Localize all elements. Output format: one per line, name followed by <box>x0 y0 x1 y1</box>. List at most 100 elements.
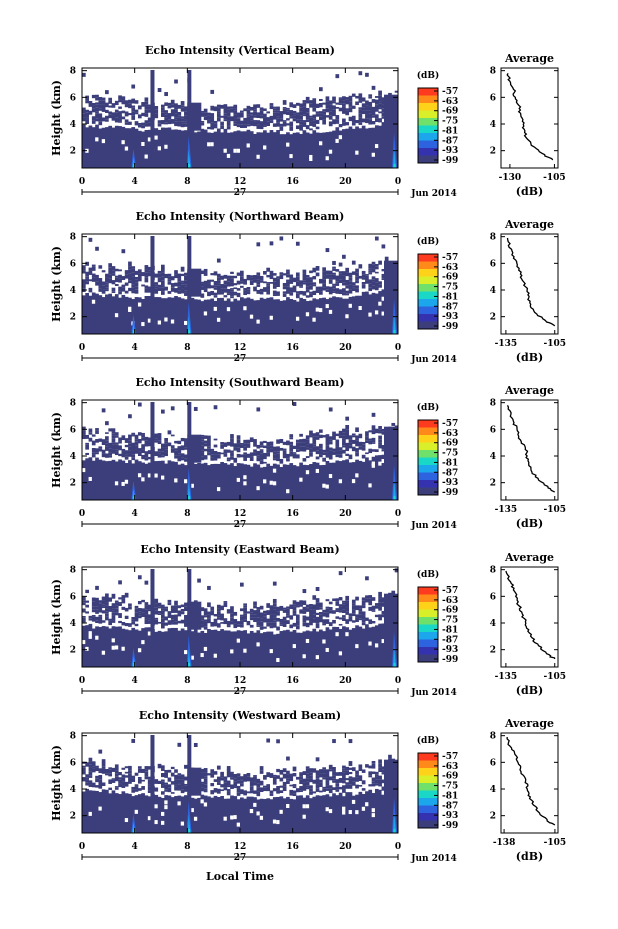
x-tick-label: 8 <box>184 343 190 353</box>
y-tick-label: 2 <box>70 646 76 656</box>
echo-cell <box>174 117 178 120</box>
echo-column <box>266 631 271 667</box>
echo-gap <box>256 811 261 816</box>
echo-cell <box>157 441 162 445</box>
colorbar-unit: (dB) <box>417 402 439 413</box>
echo-cell <box>305 770 310 774</box>
echo-cell <box>276 122 280 127</box>
echo-cell <box>207 611 211 615</box>
echo-cell <box>328 447 333 451</box>
profile-frame <box>500 732 559 834</box>
echo-cell <box>121 621 126 626</box>
echo-cell <box>312 107 317 112</box>
echo-column <box>154 631 159 667</box>
echo-cell <box>312 282 317 285</box>
echo-cell <box>220 115 224 118</box>
echo-cell <box>98 448 103 452</box>
echo-cell <box>95 452 99 455</box>
echo-cell <box>259 441 264 446</box>
echo-column <box>282 464 287 500</box>
echo-cell <box>371 106 376 110</box>
echo-cell <box>338 606 343 611</box>
echo-column <box>223 463 228 500</box>
echo-cell <box>243 124 247 128</box>
echo-cell <box>249 112 254 115</box>
echo-cell <box>365 118 369 124</box>
echo-hotspot-peak <box>393 829 396 833</box>
echo-cell <box>381 104 386 109</box>
echo-cell <box>114 442 119 445</box>
echo-cell <box>137 766 142 769</box>
echo-cell <box>368 430 373 433</box>
echo-cell <box>299 290 303 295</box>
echo-cell <box>361 118 366 123</box>
echo-column <box>164 795 168 833</box>
echo-cell <box>203 768 208 773</box>
echo-cell <box>365 431 369 437</box>
echo-cell <box>200 441 205 446</box>
y-tick-label: 8 <box>70 399 76 409</box>
echo-cell <box>114 787 119 790</box>
echo-cell <box>305 286 310 290</box>
echo-cell <box>243 452 247 455</box>
echo-column <box>345 792 350 833</box>
echo-hotspot <box>186 468 192 500</box>
echo-cell <box>309 609 313 611</box>
echo-cell <box>378 784 382 787</box>
echo-cell <box>213 613 218 617</box>
echo-cell <box>101 449 106 454</box>
echo-cell <box>276 116 280 119</box>
echo-cell <box>124 607 129 612</box>
echo-cell <box>269 625 274 629</box>
echo-cell <box>249 437 254 443</box>
echo-cell <box>108 446 113 449</box>
echo-cell <box>184 619 188 623</box>
echo-cell <box>220 771 224 776</box>
echo-cell <box>88 767 93 772</box>
echo-cell <box>128 777 132 782</box>
echo-column <box>368 789 373 833</box>
echo-cell <box>292 115 297 119</box>
echo-cell <box>286 123 290 126</box>
echo-cell <box>121 781 126 786</box>
echo-cell <box>161 604 165 607</box>
echo-cell <box>174 109 178 114</box>
echo-cell <box>319 429 323 433</box>
echo-cell <box>348 118 353 122</box>
echo-gap <box>124 146 129 151</box>
echo-gap <box>223 816 228 821</box>
echo-column <box>121 791 126 833</box>
echo-cell <box>358 764 363 769</box>
echo-gap <box>111 645 116 650</box>
echo-cell <box>105 287 109 290</box>
echo-cell <box>226 620 231 626</box>
echo-cell <box>134 772 139 776</box>
echo-cell <box>269 448 274 453</box>
x-tick-label: 12 <box>234 177 247 187</box>
echo-cell <box>243 605 247 608</box>
echo-cell <box>325 96 330 99</box>
echo-cell <box>88 428 93 433</box>
echo-column <box>213 131 218 168</box>
echo-column <box>295 466 300 500</box>
colorbar-tick-label: -81 <box>442 458 458 468</box>
echo-column <box>279 300 284 334</box>
echo-cell <box>259 275 264 281</box>
echo-cell <box>361 97 366 102</box>
echo-cell <box>200 452 205 457</box>
echo-cell <box>164 273 168 279</box>
echo-cell <box>302 102 307 107</box>
profile-frame <box>500 67 559 169</box>
echo-cell <box>348 95 353 98</box>
colorbar-tick-label: -75 <box>442 283 458 293</box>
colorbar-tick-label: -57 <box>442 419 458 429</box>
echo-cell <box>253 443 257 447</box>
echo-cell <box>319 773 323 778</box>
echo-cell <box>295 605 300 608</box>
echo-cell <box>289 126 294 131</box>
echo-column <box>381 454 386 500</box>
echo-speck <box>216 765 221 770</box>
echo-cell <box>381 772 386 775</box>
echo-speck <box>302 589 307 594</box>
echo-cell <box>342 770 346 773</box>
